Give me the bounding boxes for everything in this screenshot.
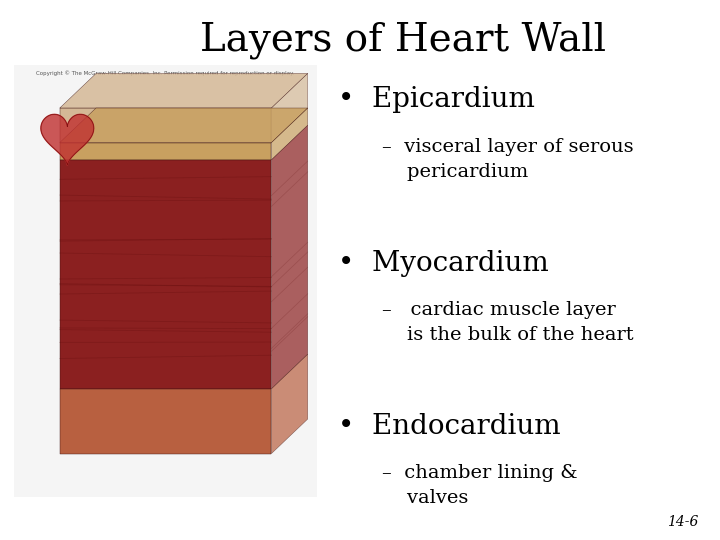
Polygon shape [60,160,271,389]
Polygon shape [60,108,271,143]
Polygon shape [60,73,307,108]
Text: •  Myocardium: • Myocardium [338,249,549,276]
Text: •  Epicardium: • Epicardium [338,86,535,113]
Polygon shape [271,108,307,160]
Text: –  chamber lining &
    valves: – chamber lining & valves [382,464,577,508]
Text: –  visceral layer of serous
    pericardium: – visceral layer of serous pericardium [382,138,633,181]
Polygon shape [60,143,271,160]
Polygon shape [60,389,271,454]
Polygon shape [41,114,94,165]
Text: •  Endocardium: • Endocardium [338,413,561,440]
Text: Layers of Heart Wall: Layers of Heart Wall [200,22,606,59]
Text: Copyright © The McGraw-Hill Companies, Inc. Permission required for reproduction: Copyright © The McGraw-Hill Companies, I… [37,70,294,76]
Polygon shape [271,73,307,143]
Polygon shape [60,108,307,143]
Bar [14,65,317,497]
Polygon shape [271,354,307,454]
Text: –   cardiac muscle layer
    is the bulk of the heart: – cardiac muscle layer is the bulk of th… [382,301,633,344]
Text: 14-6: 14-6 [667,515,698,529]
Polygon shape [271,125,307,389]
